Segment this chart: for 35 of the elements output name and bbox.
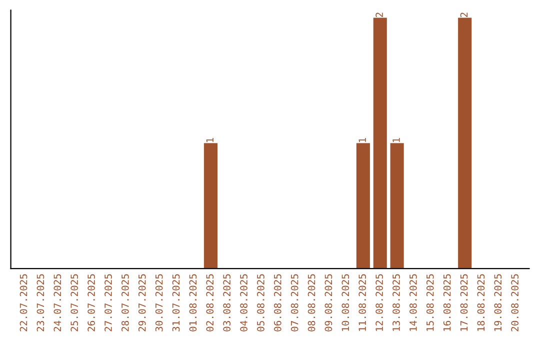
data-label: 2	[460, 12, 468, 18]
x-tick-label: 11.08.2025	[358, 274, 366, 331]
x-tick-label: 02.08.2025	[206, 274, 214, 332]
x-tick-label: 12.08.2025	[376, 274, 383, 331]
data-label: 1	[206, 138, 214, 142]
x-tick-label: 26.07.2025	[88, 274, 95, 332]
x-tick-label: 06.08.2025	[274, 274, 282, 332]
x-tick-label: 20.08.2025	[511, 274, 518, 332]
x-tick-label: 29.07.2025	[138, 274, 146, 332]
x-tick-label: 04.08.2025	[240, 274, 248, 332]
x-tick-label: 01.08.2025	[189, 274, 197, 332]
x-tick-label: 15.08.2025	[426, 274, 434, 331]
x-tick-label: 05.08.2025	[257, 274, 264, 332]
x-tick-label: 31.07.2025	[172, 274, 180, 332]
x-tick-label: 09.08.2025	[324, 274, 332, 332]
x-tick-label: 17.08.2025	[460, 274, 468, 331]
x-tick-label: 10.08.2025	[342, 274, 350, 331]
x-tick-label: 30.07.2025	[155, 274, 163, 332]
x-tick-label: 18.08.2025	[477, 274, 485, 331]
x-tick-label: 03.08.2025	[223, 274, 230, 332]
x-tick-label: 14.08.2025	[409, 274, 417, 331]
x-tick-label: 19.08.2025	[494, 274, 502, 331]
x-tick-label: 23.07.2025	[36, 274, 44, 332]
data-label: 1	[358, 138, 366, 142]
x-tick-label: 24.07.2025	[54, 274, 62, 332]
data-label: 2	[376, 12, 383, 18]
x-tick-label: 27.07.2025	[104, 274, 112, 332]
x-tick-label: 25.07.2025	[70, 274, 78, 332]
x-tick-label: 13.08.2025	[392, 274, 400, 331]
x-tick-label: 16.08.2025	[443, 274, 451, 331]
data-label: 1	[392, 138, 400, 142]
x-tick-label: 22.07.2025	[20, 274, 28, 332]
x-tick-label: 08.08.2025	[308, 274, 316, 332]
x-tick-label: 07.08.2025	[290, 274, 298, 332]
x-tick-label: 28.07.2025	[121, 274, 129, 332]
